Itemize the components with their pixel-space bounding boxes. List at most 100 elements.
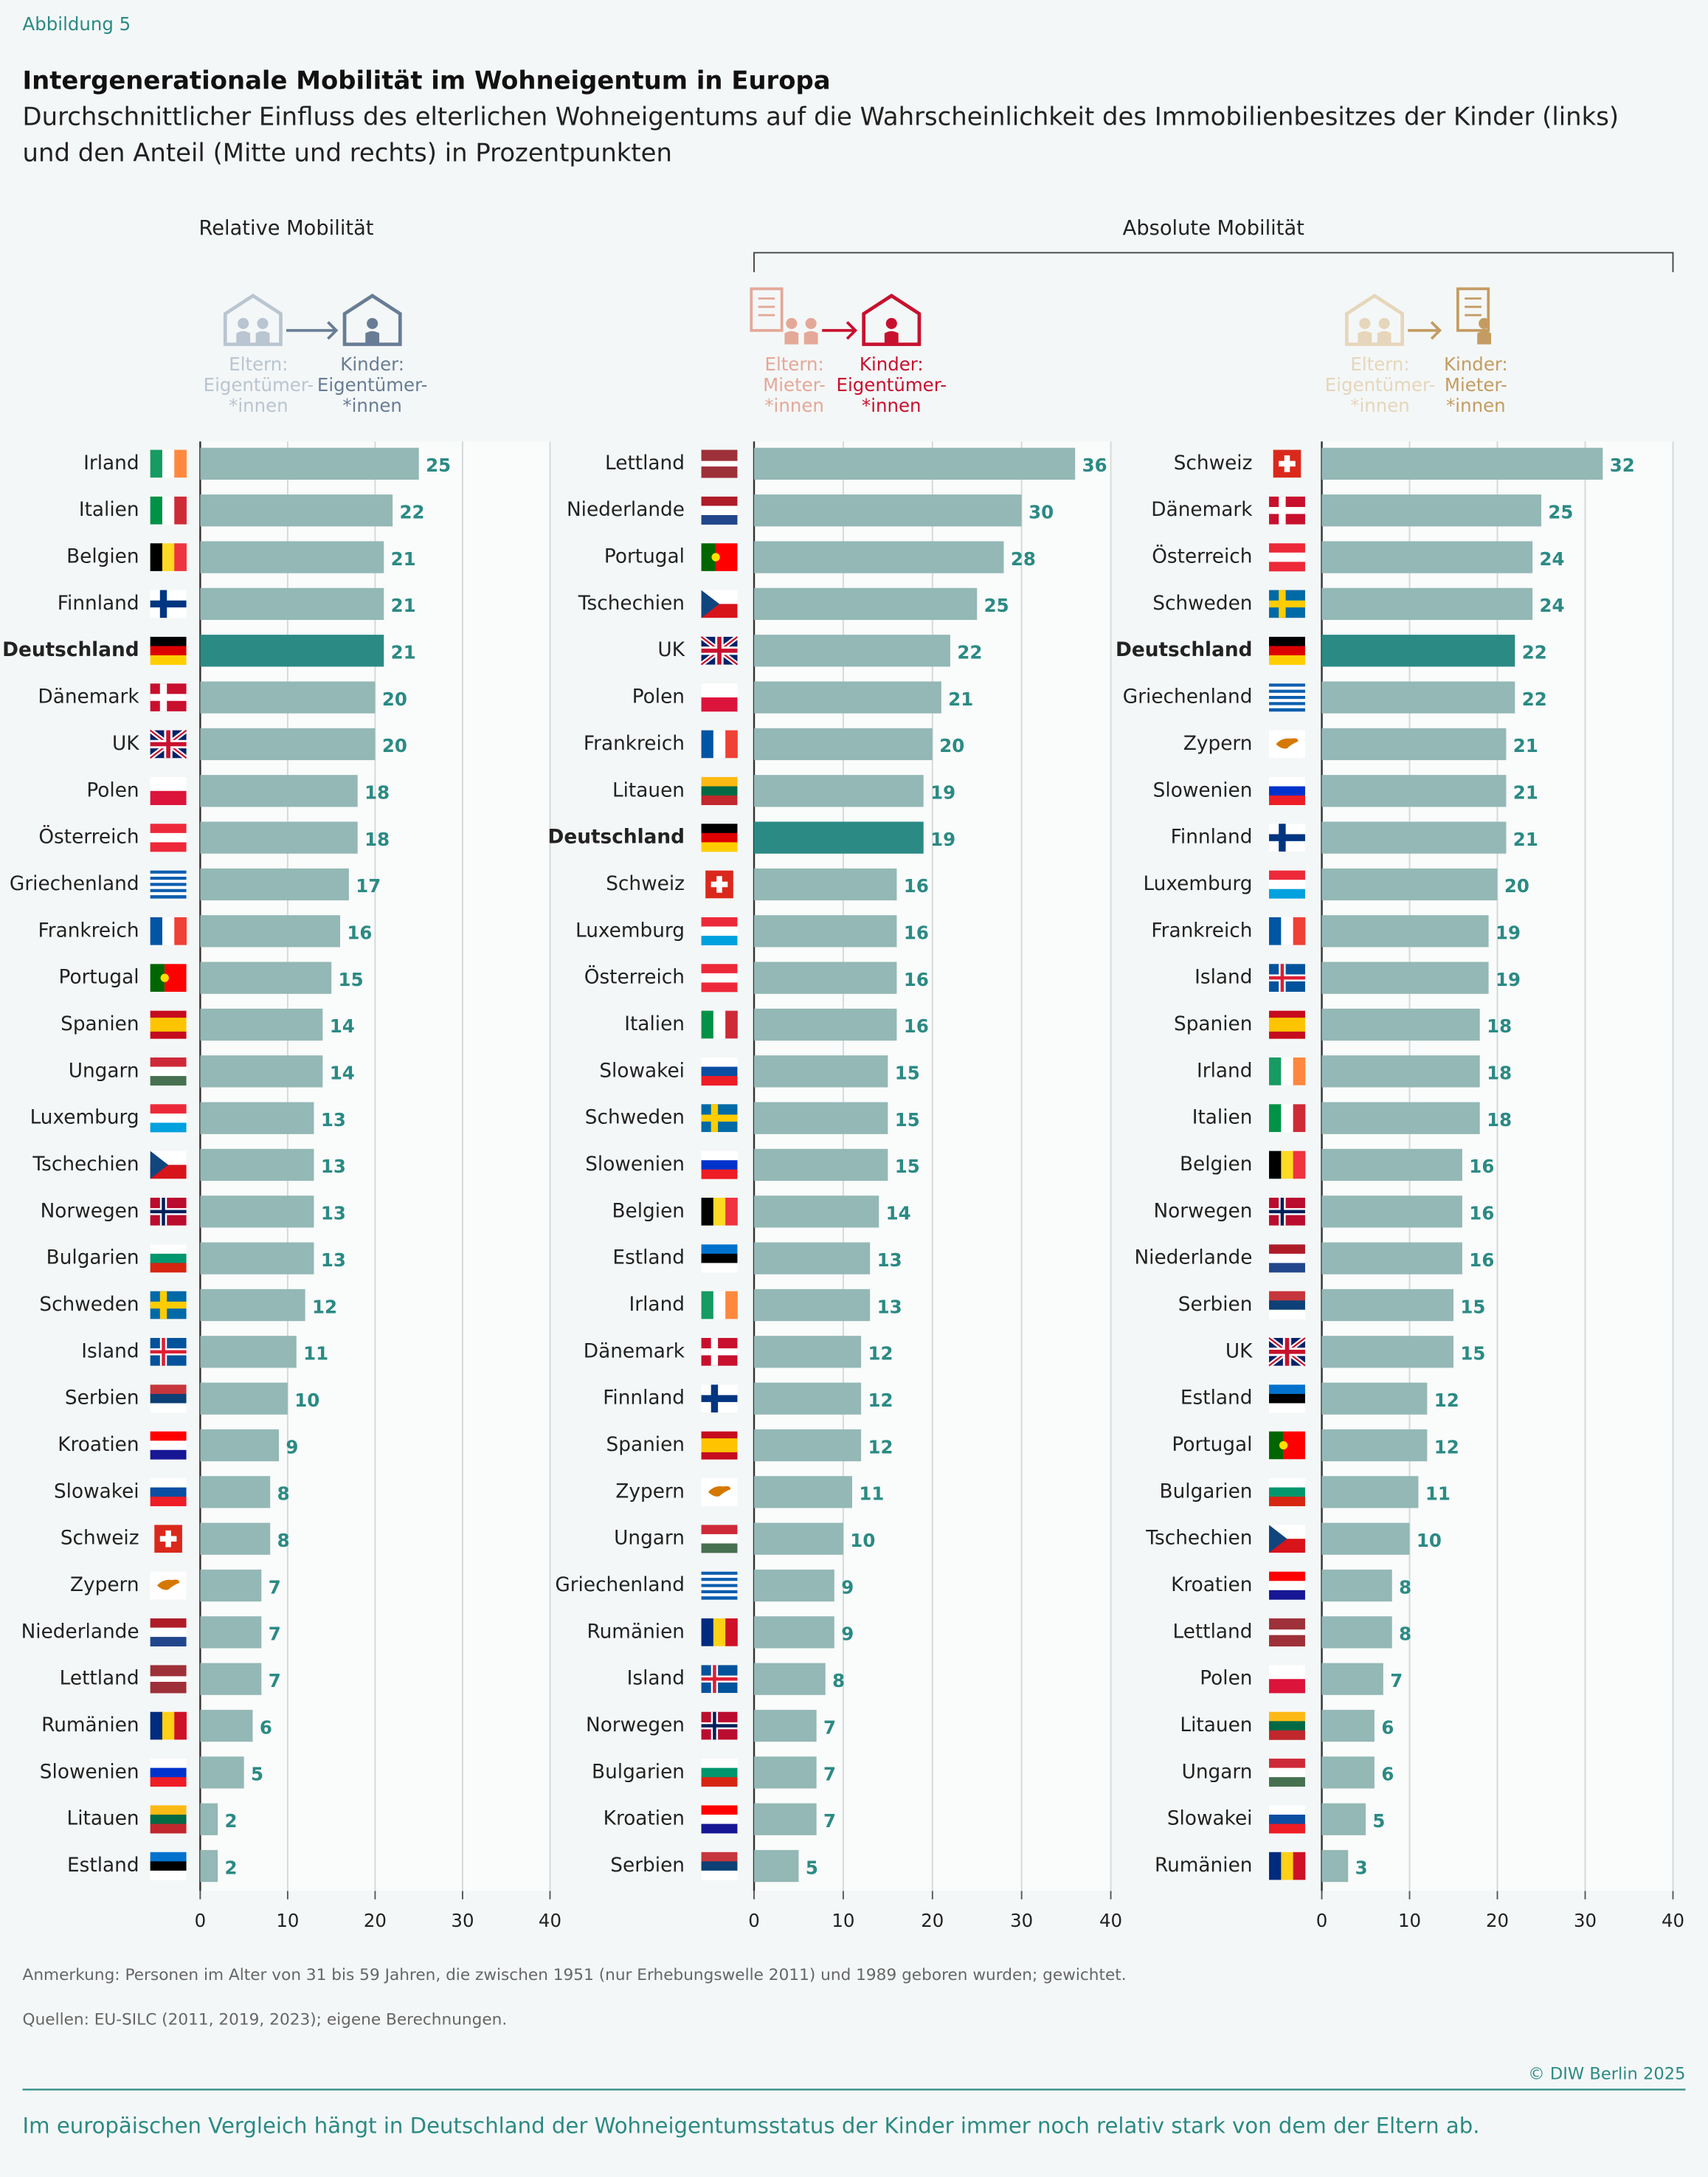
bar [1321, 821, 1507, 854]
flag [150, 1618, 187, 1647]
flag [1269, 917, 1306, 945]
flag-part [150, 1681, 187, 1688]
x-tick-label: 20 [1486, 1910, 1509, 1931]
bar [200, 728, 376, 761]
category-label: Finnland [1171, 827, 1253, 849]
icon-caption: *innen [1446, 395, 1506, 416]
value-label: 20 [1504, 875, 1529, 897]
icon-person [1358, 331, 1372, 345]
value-label: 15 [895, 1156, 920, 1177]
flag-part [701, 1759, 738, 1768]
flag-part [701, 1291, 714, 1319]
value-label: 19 [930, 782, 955, 804]
bar [754, 1663, 826, 1695]
flag-part [1269, 692, 1305, 697]
value-label: 14 [886, 1203, 911, 1224]
flag-part [150, 742, 187, 747]
icon-caption: Eltern: [1350, 353, 1409, 375]
flag [1269, 1525, 1305, 1553]
flag-part [701, 1160, 738, 1170]
bar [1321, 447, 1603, 480]
flag-part [1269, 1805, 1305, 1815]
flag-part [150, 1403, 187, 1413]
group-label: Relative Mobilität [199, 217, 374, 240]
flag [701, 1291, 738, 1319]
bar [200, 821, 358, 854]
category-label: Estland [1180, 1387, 1253, 1410]
value-label: 8 [1399, 1576, 1411, 1598]
value-label: 13 [321, 1249, 346, 1271]
icon-caption: Mieter- [763, 374, 826, 396]
bar [1321, 1756, 1375, 1789]
icon-person [257, 317, 269, 329]
flag-part [1269, 1618, 1305, 1624]
flag-part [1269, 699, 1305, 703]
icon-caption: Eltern: [229, 353, 288, 375]
category-label: Rumänien [587, 1621, 685, 1643]
flag-part [150, 824, 187, 834]
flag-part [701, 1543, 738, 1553]
bar [200, 1663, 262, 1695]
value-label: 8 [1399, 1624, 1411, 1645]
value-label: 7 [823, 1764, 836, 1785]
category-label: Schweden [39, 1294, 139, 1316]
bar [1321, 1196, 1462, 1228]
flag-part [150, 964, 165, 992]
flag-part [701, 1198, 714, 1226]
bar [200, 1382, 288, 1415]
bar [754, 1008, 897, 1041]
category-label: Tschechien [1145, 1528, 1252, 1550]
value-label: 36 [1082, 455, 1107, 476]
value-label: 14 [330, 1015, 355, 1037]
flag [701, 1711, 738, 1740]
flag-part [701, 842, 738, 852]
value-label: 21 [1513, 829, 1538, 850]
flag-part [150, 1031, 187, 1039]
flag-part [1293, 1104, 1306, 1132]
flag-part [150, 880, 187, 883]
flag [150, 1150, 187, 1179]
category-label: Ungarn [69, 1060, 139, 1082]
flag-part [1269, 1253, 1305, 1263]
flag [701, 449, 738, 478]
flag-part [1269, 1018, 1305, 1025]
category-label: Schweiz [1174, 452, 1253, 475]
flag-part [1269, 976, 1305, 980]
bar [754, 1055, 888, 1088]
flag-part [701, 683, 738, 698]
category-label: Griechenland [1123, 686, 1253, 708]
value-label: 16 [904, 875, 929, 897]
flag-part [150, 694, 187, 701]
flag [701, 730, 738, 759]
flag-part [701, 982, 738, 993]
category-label: Irland [629, 1294, 685, 1316]
icon-caption: Eigentümer- [204, 374, 314, 396]
flag-part [1276, 738, 1299, 749]
category-label: Serbien [610, 1855, 685, 1877]
flag [1269, 964, 1305, 992]
flag-part [1269, 1759, 1305, 1768]
category-label: Slowenien [1153, 779, 1253, 801]
value-label: 11 [303, 1343, 328, 1364]
x-tick-label: 40 [1099, 1910, 1122, 1931]
value-label: 7 [269, 1576, 281, 1598]
category-label: Frankreich [1151, 920, 1252, 942]
flag-part [150, 870, 187, 874]
flag-part [150, 646, 187, 656]
bar [754, 1803, 817, 1835]
category-label: Finnland [58, 593, 139, 615]
flag-part [1269, 1309, 1305, 1319]
flag-part [150, 1711, 163, 1740]
x-tick-label: 30 [1574, 1910, 1597, 1931]
flag-part [159, 1536, 177, 1542]
flag-part [150, 1487, 187, 1497]
flag-part [1269, 689, 1305, 694]
bar [754, 775, 924, 807]
flag-part [1269, 917, 1282, 945]
flag [150, 1291, 187, 1319]
category-label: Litauen [67, 1808, 139, 1830]
value-label: 16 [904, 922, 929, 944]
category-label: Litauen [612, 779, 685, 801]
note: Anmerkung: Personen im Alter von 31 bis … [23, 1966, 1127, 1984]
